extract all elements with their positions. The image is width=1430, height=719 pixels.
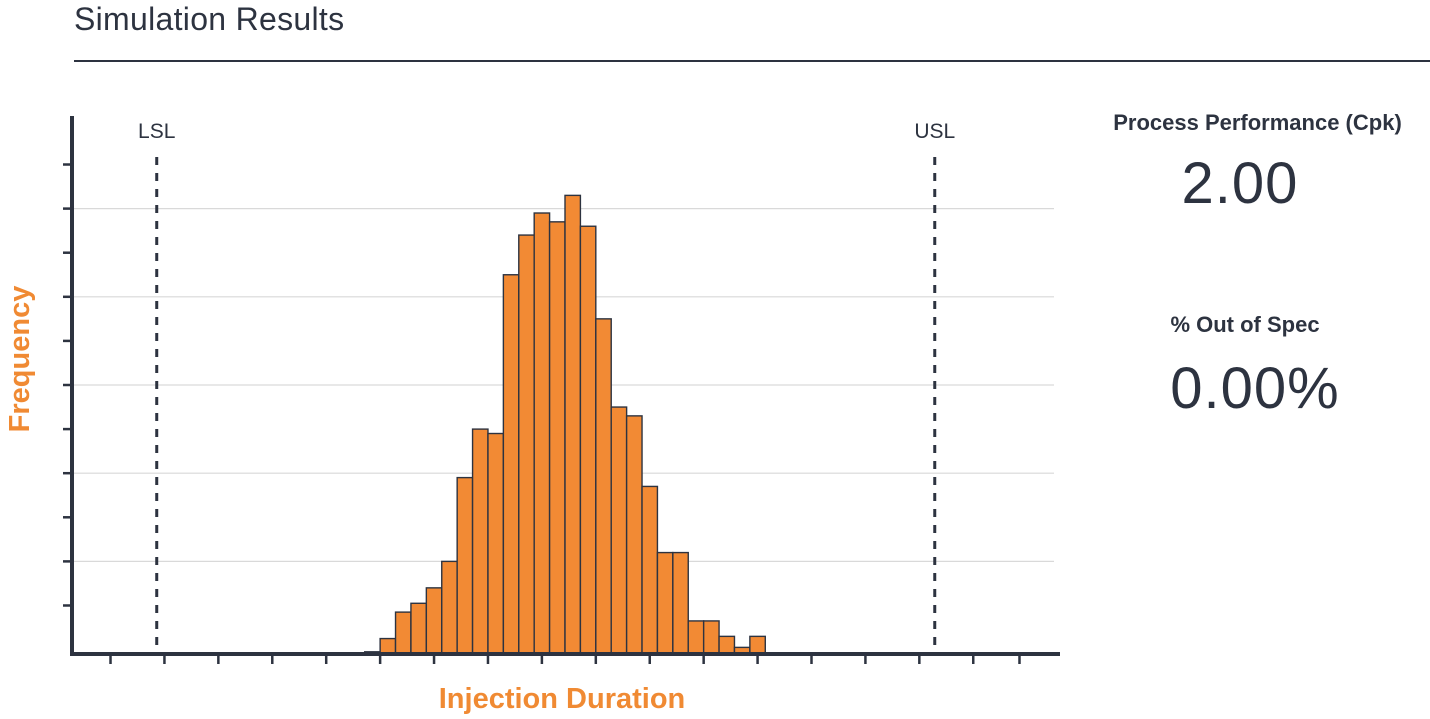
histogram-bar bbox=[456, 476, 474, 655]
histogram-bar bbox=[471, 428, 489, 655]
histogram-bar bbox=[425, 587, 443, 655]
histogram-bar bbox=[718, 635, 736, 655]
out-of-spec-value: 0.00% bbox=[1170, 356, 1340, 421]
x-axis-label: Injection Duration bbox=[439, 683, 686, 715]
histogram-bar bbox=[672, 551, 689, 655]
histogram-bar bbox=[548, 221, 566, 655]
histogram-bar bbox=[502, 274, 520, 655]
histogram-bar bbox=[410, 602, 428, 655]
spec-label-lsl: LSL bbox=[138, 120, 175, 143]
spec-limit-lines: LSL USL bbox=[138, 120, 955, 654]
axes bbox=[63, 116, 1060, 664]
out-of-spec-label: % Out of Spec bbox=[1170, 312, 1320, 337]
histogram-bar bbox=[702, 620, 720, 655]
histogram-bar bbox=[595, 318, 612, 655]
histogram-bar bbox=[656, 551, 674, 655]
histogram-chart: LSL USL Injection Duration Frequency bbox=[4, 116, 1060, 715]
histogram-bar bbox=[379, 637, 397, 655]
histogram-bars bbox=[364, 194, 766, 655]
histogram-bar bbox=[394, 611, 412, 655]
histogram-bar bbox=[610, 406, 628, 655]
histogram-bar bbox=[641, 485, 659, 655]
histogram-bar bbox=[564, 194, 582, 655]
histogram-bar bbox=[579, 225, 597, 655]
histogram-bar bbox=[749, 635, 766, 655]
cpk-label: Process Performance (Cpk) bbox=[1113, 110, 1402, 135]
title-divider bbox=[74, 60, 1430, 62]
histogram-bar bbox=[487, 432, 505, 655]
spec-label-usl: USL bbox=[914, 120, 955, 143]
histogram-bar bbox=[687, 620, 705, 655]
histogram-bar bbox=[533, 212, 551, 655]
y-axis-label: Frequency bbox=[4, 286, 36, 433]
histogram-bar bbox=[441, 560, 458, 655]
histogram-bar bbox=[518, 234, 535, 655]
cpk-value: 2.00 bbox=[1181, 151, 1299, 216]
histogram-bar bbox=[625, 415, 643, 655]
page-title: Simulation Results bbox=[74, 1, 345, 37]
